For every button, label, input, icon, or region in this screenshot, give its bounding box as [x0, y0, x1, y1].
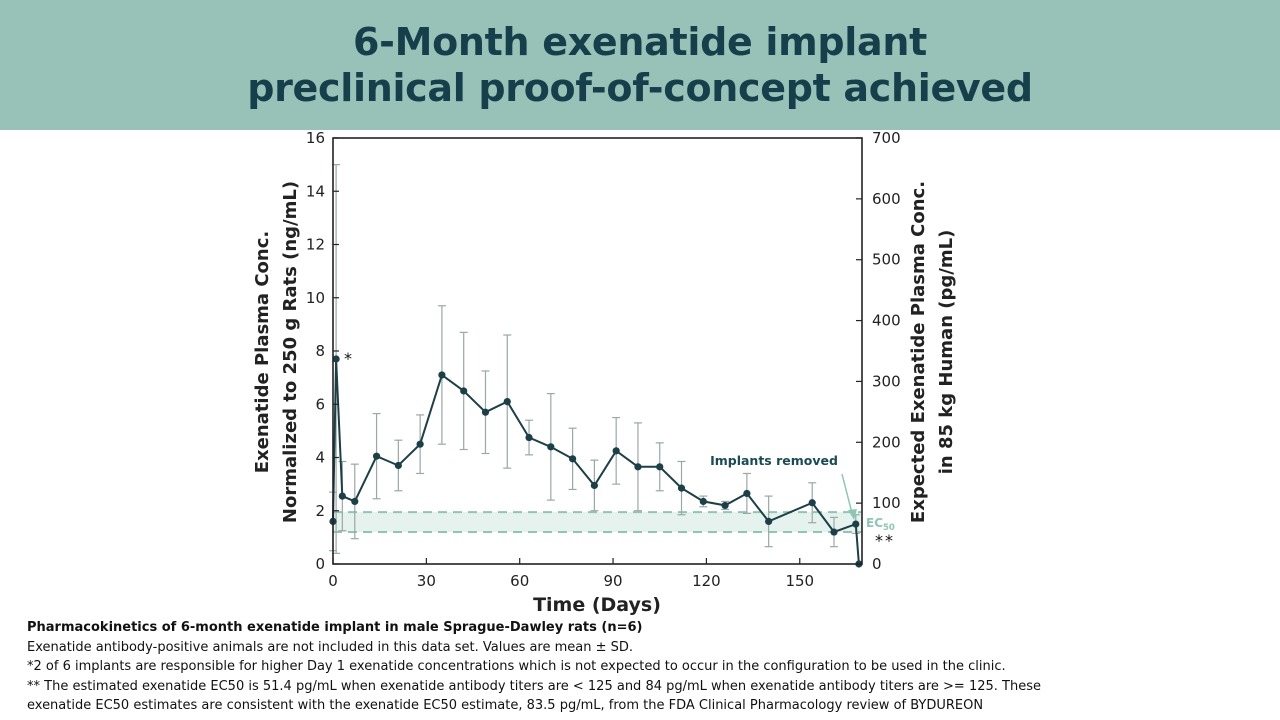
y-right-tick-label-0: 0 — [872, 555, 882, 573]
ec50-label-main: EC — [866, 516, 883, 530]
footnote-line-4: exenatide EC50 estimates are consistent … — [27, 698, 984, 713]
x-axis-label: Time (Days) — [533, 594, 661, 616]
data-point-1 — [332, 355, 340, 363]
x-tick-label-4: 120 — [692, 572, 721, 590]
y-left-tick-label-6: 12 — [306, 236, 325, 254]
footnote-line-1: Exenatide antibody-positive animals are … — [27, 639, 634, 655]
x-tick-label-5: 150 — [785, 572, 814, 590]
slide-title-line-2: preclinical proof-of-concept achieved — [247, 66, 1033, 110]
asterisk-end: ** — [875, 531, 895, 550]
data-point-22 — [765, 517, 773, 526]
y-left-label-line-2: Normalized to 250 g Rats (ng/mL) — [280, 181, 301, 523]
data-point-18 — [677, 484, 686, 492]
x-tick-label-1: 30 — [417, 572, 436, 590]
data-point-17 — [656, 463, 664, 471]
data-point-13 — [569, 455, 577, 463]
y-left-tick-label-3: 6 — [315, 395, 325, 413]
y-right-tick-label-6: 600 — [872, 190, 901, 208]
data-point-12 — [547, 443, 555, 451]
y-left-tick-label-7: 14 — [306, 182, 325, 200]
data-point-4 — [372, 452, 381, 460]
y-right-tick-label-5: 500 — [872, 251, 901, 269]
y-right-tick-label-3: 300 — [872, 372, 901, 390]
implants-removed-arrowhead — [848, 509, 857, 520]
plot-frame — [332, 137, 863, 565]
y-left-tick-label-1: 2 — [315, 502, 325, 520]
asterisk-day1: * — [344, 349, 352, 368]
data-point-25 — [852, 520, 860, 528]
slide-title-line-1: 6-Month exenatide implant — [353, 20, 927, 64]
data-point-16 — [634, 463, 642, 471]
implants-removed-annotation: Implants removed — [710, 453, 838, 468]
data-point-5 — [394, 461, 402, 470]
footnote-title: Pharmacokinetics of 6-month exenatide im… — [27, 620, 643, 635]
footnote-line-3: ** The estimated exenatide EC50 is 51.4 … — [27, 678, 1041, 694]
y-left-tick-label-0: 0 — [315, 555, 325, 573]
title-band: 6-Month exenatide implant preclinical pr… — [0, 0, 1280, 130]
y-left-tick-label-4: 8 — [315, 342, 325, 360]
x-tick-label-0: 0 — [328, 572, 338, 590]
x-tick-label-3: 90 — [604, 572, 623, 590]
implants-removed-arrow-line — [841, 473, 853, 514]
footnote-line-2: *2 of 6 implants are responsible for hig… — [27, 659, 1006, 674]
y-right-label-line-1: Expected Exenatide Plasma Conc. — [908, 181, 929, 523]
data-point-3 — [351, 497, 359, 506]
y-left-tick-label-8: 16 — [306, 130, 325, 147]
y-right-tick-label-4: 400 — [872, 312, 901, 330]
data-point-8 — [460, 387, 468, 395]
data-point-6 — [416, 440, 424, 448]
data-point-23 — [808, 499, 816, 507]
ec50-band — [333, 512, 862, 533]
data-point-24 — [830, 528, 838, 536]
y-left-tick-label-2: 4 — [315, 449, 325, 467]
footnotes: Pharmacokinetics of 6-month exenatide im… — [27, 618, 1267, 716]
data-point-14 — [590, 481, 598, 490]
data-point-2 — [338, 492, 346, 500]
data-point-19 — [699, 497, 707, 506]
data-point-7 — [438, 371, 446, 379]
y-right-tick-label-7: 700 — [872, 130, 901, 147]
ec50-label: EC50 — [866, 516, 895, 533]
y-left-tick-label-5: 10 — [306, 289, 325, 307]
data-point-20 — [721, 501, 729, 510]
data-point-10 — [503, 397, 511, 406]
ec50-label-sub: 50 — [883, 523, 895, 533]
y-right-tick-label-1: 100 — [872, 494, 901, 512]
data-point-15 — [612, 447, 620, 455]
pk-chart: 0 30 60 90 120 150 0 2 4 6 8 10 12 14 16 0 100 200 300 400 5… — [252, 130, 957, 616]
y-right-tick-label-2: 200 — [872, 433, 901, 451]
data-point-9 — [481, 408, 490, 416]
y-left-label-line-1: Exenatide Plasma Conc. — [252, 231, 273, 474]
y-right-label-line-2: in 85 kg Human (pg/mL) — [936, 230, 957, 475]
data-point-21 — [743, 489, 751, 498]
x-tick-label-2: 60 — [510, 572, 529, 590]
data-point-11 — [525, 433, 533, 442]
